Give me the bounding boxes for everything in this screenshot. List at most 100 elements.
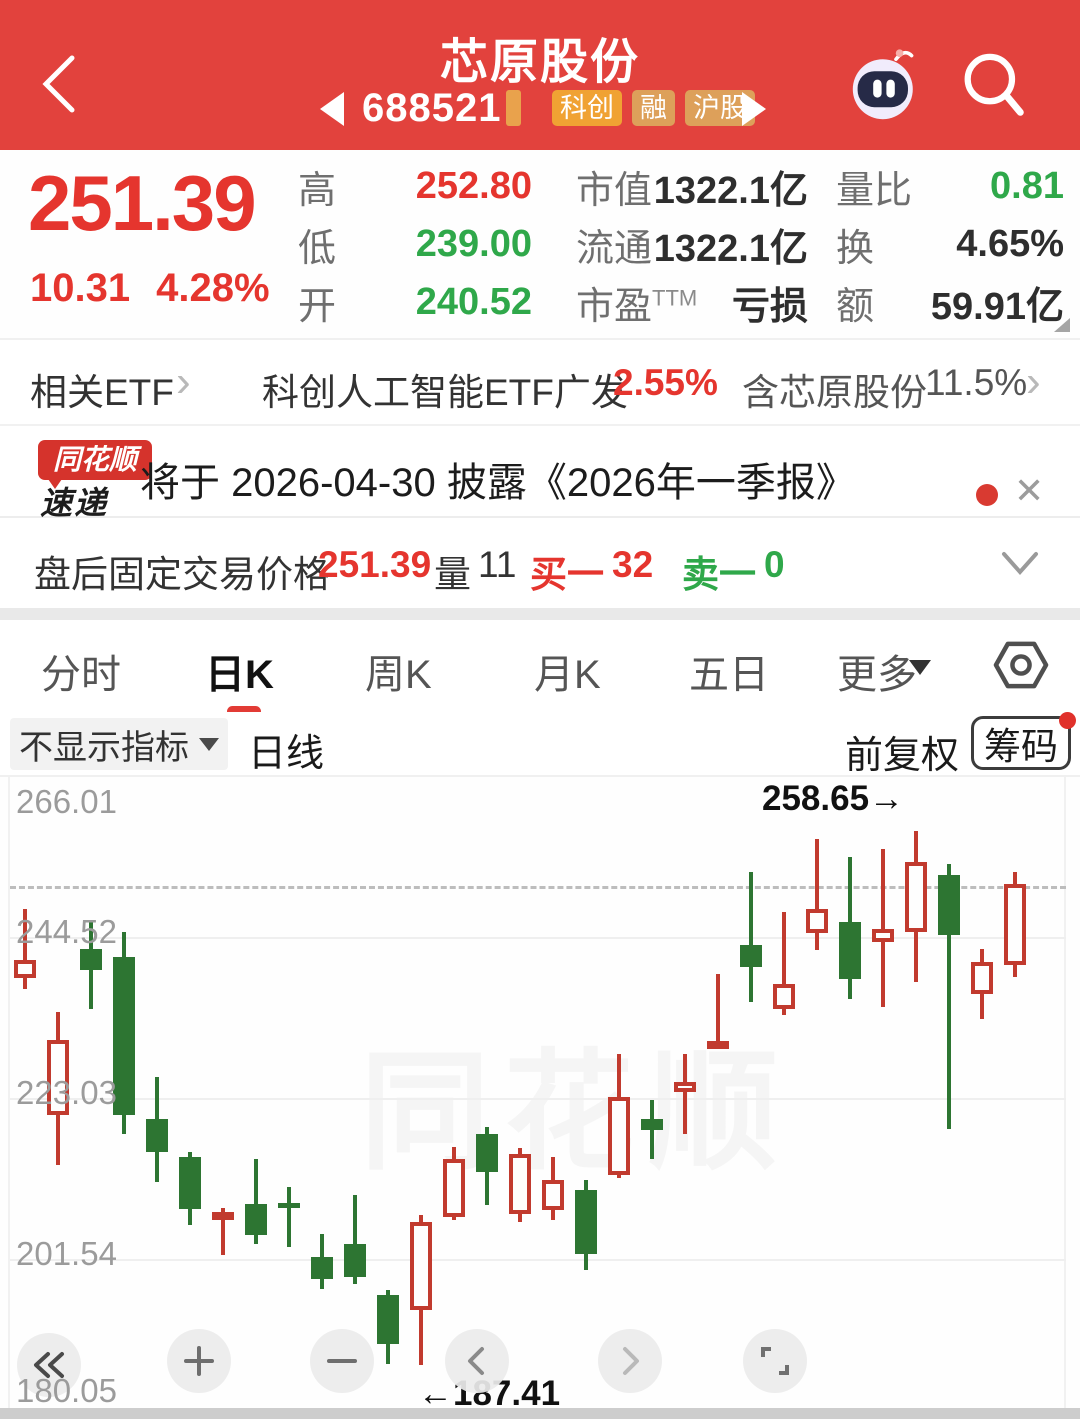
tab-周K[interactable]: 周K [365,653,432,697]
zoom-in-button[interactable] [167,1329,231,1393]
afterhours-price: 251.39 [318,544,432,585]
quote-stat-row: 高 252.80 [298,164,532,212]
stat-label: 换 [836,227,875,270]
candle-wick-up [782,911,786,1016]
stock-badges: 科创融沪股 [552,90,755,126]
page-title: 芯原股份 [439,36,640,89]
candle-body-up [608,1097,630,1176]
candle-body-up [707,1041,729,1050]
stat-value: 239.00 [415,222,532,265]
chart-settings-gear-icon[interactable] [992,636,1050,694]
back-icon[interactable] [36,52,84,116]
gridline [10,1097,1066,1100]
stat-label: 市盈TTM [576,284,698,328]
ask1-value: 0 [764,544,785,585]
app-header: 芯原股份 688521 科创融沪股 [0,0,1080,150]
candle-body-up [773,984,795,1010]
stat-label: 流通 [576,227,653,270]
candle-body-down [179,1156,201,1210]
more-dropdown-icon[interactable] [909,660,931,675]
candle-body-down [641,1119,663,1131]
stat-label: 高 [298,169,337,212]
quote-panel: 251.39 10.31 4.28% 高 252.80 低 239.00 开 240.52… [0,150,1080,340]
candle-body-up [872,928,894,942]
gridline [10,937,1066,939]
candle-body-up [47,1039,69,1115]
prev-button[interactable] [445,1329,509,1393]
stat-value: 240.52 [415,280,532,323]
bid1-label: 买一 [530,554,604,595]
quote-stat-row: 市值 1322.1亿 [576,164,808,212]
indicator-dropdown[interactable]: 不显示指标 [10,718,228,770]
stat-value: 1322.1亿 [653,227,808,270]
candle-body-up [14,959,36,978]
stock-code-row: 688521 科创融沪股 [0,84,1080,136]
quote-stat-row: 市盈TTM 亏损 [576,280,808,328]
stock-code: 688521 [362,86,502,130]
candle-body-down [245,1203,267,1236]
stat-value: 亏损 [731,285,808,328]
chip-distribution-button[interactable]: 筹码 [971,716,1071,770]
tab-五日[interactable]: 五日 [689,653,769,697]
stat-value: 59.91亿 [930,285,1064,328]
chart-tabs: 分时 日K 周K 月K 五日 更多 [0,620,1080,728]
stat-label: 低 [298,227,337,270]
candle-body-down [839,922,861,980]
tab-分时[interactable]: 分时 [41,653,121,697]
chip-badge-dot [1059,712,1076,729]
last-price-dashed-line [10,885,1066,889]
fullscreen-button[interactable] [743,1329,807,1393]
candle-body-up [410,1221,432,1311]
stock-badge: 科创 [552,90,622,126]
quote-stat-row: 换 4.65% [836,222,1064,270]
prev-stock-icon[interactable] [320,92,344,126]
candle-body-up [806,908,828,934]
code-cursor [506,90,521,126]
watermark: 同花顺 [360,1039,793,1185]
search-icon[interactable] [958,50,1030,122]
candle-body-down [344,1244,366,1278]
tab-月K[interactable]: 月K [534,653,601,697]
tab-日K[interactable]: 日K [205,653,274,697]
quote-col-hlo: 高 252.80 低 239.00 开 240.52 [298,150,532,338]
candle-body-down [377,1295,399,1344]
candle-wick-up [23,909,27,989]
next-stock-icon[interactable] [742,92,766,126]
tab-more[interactable]: 更多 [837,653,917,697]
candle-wick-up [815,839,819,950]
adjust-mode-button[interactable]: 前复权 [845,735,960,777]
rewind-button[interactable] [17,1333,81,1397]
assistant-robot-icon[interactable] [848,46,920,122]
news-text: 将于 2026-04-30 披露《2026年一季报》 [140,461,856,505]
quote-col-cap: 市值 1322.1亿流通 1322.1亿市盈TTM 亏损 [576,150,808,338]
quote-stat-row: 开 240.52 [298,280,532,328]
y-axis-tick: 223.03 [16,1073,117,1111]
candle-body-up [509,1153,531,1215]
ths-logo-badge: 同花顺 [38,440,152,489]
candle-wick-down [947,863,951,1129]
candlestick-chart[interactable]: 同花顺 266.01 244.52 223.03 201.54 180.05 258.6… [0,775,1080,1419]
news-banner[interactable]: 同花顺 速递 将于 2026-04-30 披露《2026年一季报》 ✕ [0,426,1080,521]
stock-badge: 融 [632,90,675,126]
related-etf-row[interactable]: 相关ETF › 科创人工智能ETF广发 2.55% 含芯原股份 11.5% › [0,340,1080,426]
ask1-label: 卖一 [682,554,756,595]
afterhours-row[interactable]: 盘后固定交易价格 251.39 量 11 买一 32 卖一 0 [0,518,1080,608]
y-axis-tick: 180.05 [16,1372,117,1409]
candle-body-up [443,1158,465,1218]
candle-body-up [674,1081,696,1093]
close-icon[interactable]: ✕ [1014,470,1045,511]
candle-wick-down [254,1158,258,1245]
active-tab-indicator [227,706,261,717]
indicator-dropdown-label: 不显示指标 [19,728,189,767]
last-price: 251.39 [28,159,257,247]
expand-corner-icon[interactable] [1054,318,1070,332]
chevron-down-icon[interactable] [998,548,1042,578]
next-button[interactable] [598,1329,662,1393]
unread-dot [976,484,998,506]
candle-body-down [80,949,102,971]
stat-label: 开 [298,285,337,328]
candle-wick-down [287,1187,291,1248]
zoom-out-button[interactable] [310,1329,374,1393]
chart-left-border [8,777,10,1419]
quote-stat-row: 量比 0.81 [836,164,1064,212]
